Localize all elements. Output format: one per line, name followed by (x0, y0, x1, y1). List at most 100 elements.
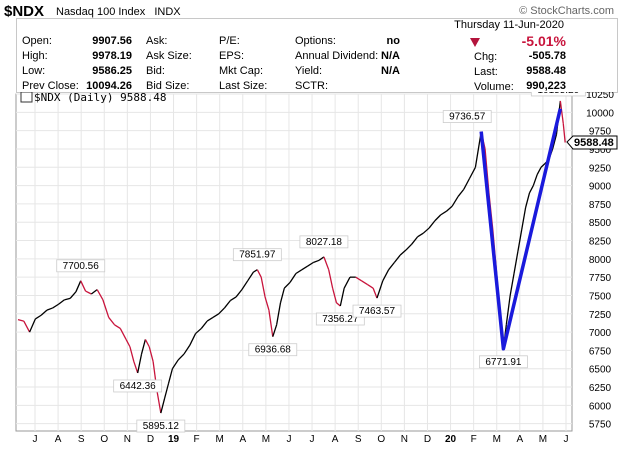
eps-label: EPS: (219, 50, 245, 62)
x-tick-label: M (262, 434, 270, 445)
trendline (479, 108, 563, 351)
price-segment (167, 368, 174, 384)
price-segment (331, 287, 338, 303)
price-segment (69, 291, 77, 299)
price-segment (35, 314, 42, 320)
x-tick-label: D (424, 434, 431, 445)
y-tick-label: 5750 (589, 420, 612, 431)
y-tick-label: 6250 (589, 383, 612, 394)
chart-title-group: $NDX (Daily) 9588.48 (20, 91, 166, 104)
price-segment (260, 277, 266, 298)
x-tick-label: S (78, 434, 85, 445)
x-tick-label: A (55, 434, 62, 445)
price-segment (129, 346, 135, 362)
dividend-label: Annual Dividend: (295, 50, 379, 62)
chart-title: $NDX (Daily) 9588.48 (34, 92, 166, 104)
brand-logo: © StockCharts.com (519, 5, 614, 17)
x-tick-label: M (216, 434, 224, 445)
price-chart: 5750 6000 6250 6500 6750 7000 7250 7500 7750 8000… (0, 83, 620, 449)
last-value-marker: 9588.48 (566, 135, 618, 150)
price-segment (133, 361, 139, 374)
price-segment (80, 280, 87, 292)
bid-size-label: Bid Size: (146, 80, 190, 92)
price-segment (275, 302, 282, 325)
price-segment (323, 256, 330, 271)
price-segment (200, 320, 208, 329)
price-segment (513, 251, 519, 274)
price-segment (540, 163, 546, 168)
index-name: Nasdaq 100 Index INDX (56, 6, 181, 18)
y-tick-label: 8500 (589, 218, 612, 229)
price-segment (366, 283, 374, 289)
price-segment (189, 333, 197, 346)
x-tick-label: S (355, 434, 362, 445)
x-tick-label: J (286, 434, 291, 445)
price-segment (505, 295, 511, 325)
price-segment (256, 269, 262, 278)
price-segment (509, 273, 515, 296)
price-segment (241, 280, 249, 290)
high-value: 9978.19 (92, 50, 132, 62)
y-tick-label: 9500 (589, 145, 612, 156)
yield-value: N/A (381, 65, 400, 77)
y-tick-label: 8000 (589, 255, 612, 266)
price-segment (268, 310, 274, 337)
open-value: 9907.56 (92, 35, 132, 47)
y-tick-label: 6500 (589, 365, 612, 376)
price-segment (562, 123, 566, 143)
price-segment (521, 207, 527, 230)
price-segment (393, 254, 401, 263)
y-tick-label: 7000 (589, 328, 612, 339)
price-segment (336, 302, 341, 307)
y-tick-label: 7250 (589, 310, 612, 321)
price-segment (328, 269, 334, 289)
price-segment (264, 296, 270, 311)
price-segment (372, 287, 378, 299)
annotation-box (315, 312, 365, 326)
ask-label: Ask: (146, 35, 168, 47)
annotation-box (248, 343, 298, 357)
x-axis-labels: J A S O N D 19 F M A M J J A S O N D 20 F M A M J (33, 434, 569, 445)
high-label: High: (22, 50, 48, 62)
price-segment (446, 205, 453, 212)
annotation-box (479, 355, 528, 369)
change-label: Chg: (474, 51, 498, 63)
x-tick-label: O (377, 434, 385, 445)
y-tick-label: 6750 (589, 346, 612, 357)
bid-label: Bid: (146, 65, 165, 77)
price-segment (524, 192, 531, 208)
price-segment (301, 265, 308, 271)
x-tick-label: O (100, 434, 108, 445)
annotation-label: 9736.57 (449, 112, 486, 123)
price-segment (411, 236, 419, 245)
annotation-label: 7700.56 (63, 261, 100, 272)
plot-area (15, 93, 573, 432)
price-segment (102, 299, 110, 318)
open-label: Open: (22, 35, 52, 47)
price-segment (148, 346, 154, 362)
volume-value: 990,223 (526, 80, 566, 92)
price-segment (451, 196, 459, 207)
x-tick-label: M (493, 434, 501, 445)
annotation-label: 7851.97 (239, 250, 276, 261)
y-tick-label: 6000 (589, 401, 612, 412)
y-tick-label: 9000 (589, 182, 612, 193)
price-segment (552, 134, 558, 150)
price-segment (559, 100, 564, 124)
price-segment (140, 339, 147, 355)
index-full-name: Nasdaq 100 Index (56, 6, 146, 18)
price-segment (440, 210, 447, 216)
price-segment (125, 339, 131, 348)
price-segment (469, 166, 477, 179)
price-segment (119, 328, 127, 340)
prev-close-value: 10094.26 (86, 80, 132, 92)
x-tick-label: J (564, 434, 569, 445)
last-value: 9588.48 (526, 65, 566, 77)
price-segment (64, 297, 71, 301)
yield-label: Yield: (295, 65, 323, 77)
price-segment (382, 269, 390, 282)
price-segment (318, 256, 325, 261)
last-size-label: Last Size: (219, 80, 268, 92)
price-segment (183, 344, 191, 355)
price-segment (40, 309, 48, 316)
